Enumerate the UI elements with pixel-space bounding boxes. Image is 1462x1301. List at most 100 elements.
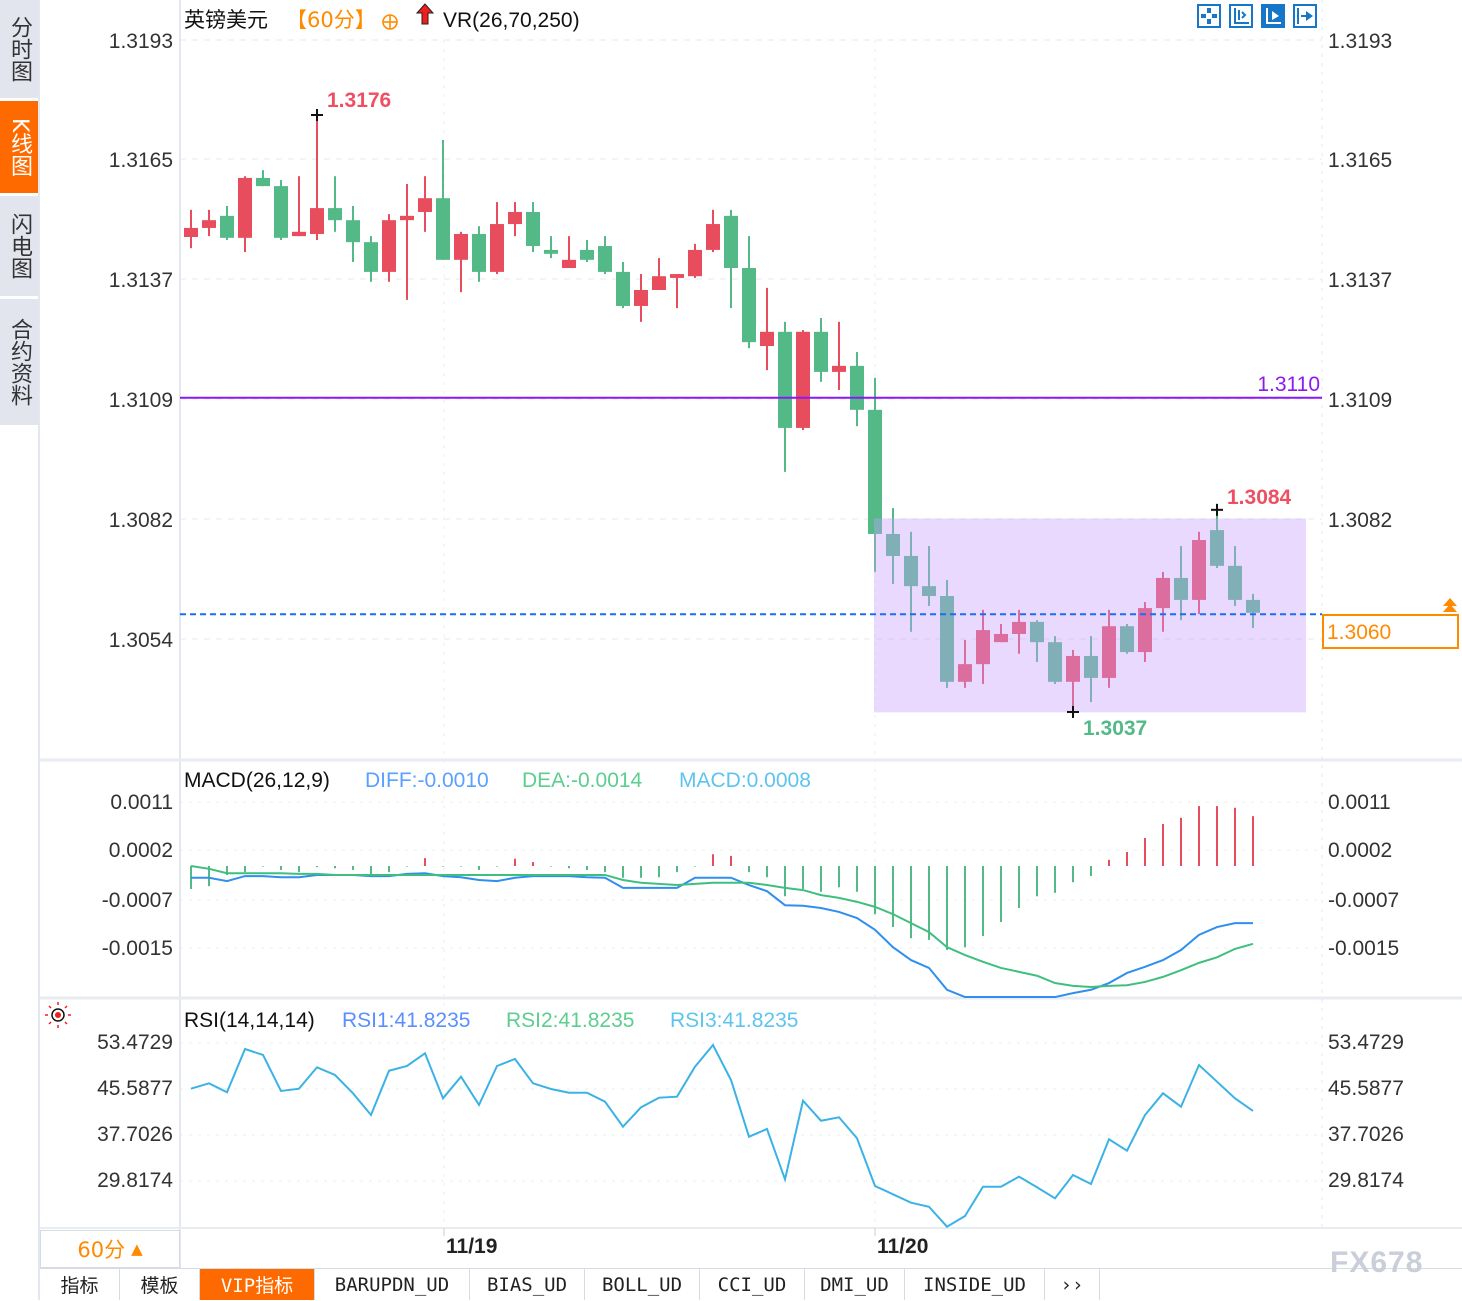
candle-body	[1084, 655, 1098, 678]
macd-y-tick: -0.0007	[102, 889, 173, 912]
rsi-line	[190, 1043, 1254, 1228]
candle-body	[868, 409, 882, 534]
candle-body	[418, 198, 432, 212]
candle-body	[778, 331, 792, 428]
axis-range-icon[interactable]	[1229, 4, 1253, 28]
candle-body	[760, 331, 774, 347]
sidebar-item-contract-info[interactable]: 合约资料	[0, 299, 38, 425]
tab-vip-indicators[interactable]: VIP指标	[200, 1269, 315, 1300]
tab-cci[interactable]: CCI_UD	[700, 1269, 805, 1300]
axis-play-icon[interactable]	[1261, 4, 1285, 28]
tab-bias[interactable]: BIAS_UD	[470, 1269, 585, 1300]
rsi3-legend: RSI3:41.8235	[670, 1009, 798, 1032]
candle-body	[1048, 642, 1062, 682]
candle-body	[562, 259, 576, 269]
candle-body	[958, 664, 972, 682]
macd-dea-line	[190, 865, 1254, 988]
candle-body	[454, 233, 468, 260]
macd-y-tick-right: 0.0011	[1328, 791, 1391, 814]
candle-body	[634, 290, 648, 306]
rsi-title: RSI(14,14,14)	[184, 1009, 315, 1032]
candle-body	[1138, 608, 1152, 653]
double-up-arrow-icon[interactable]	[1443, 598, 1457, 612]
symbol-title: 英镑美元	[184, 8, 268, 32]
candle-body	[400, 215, 414, 221]
period-label[interactable]: 【60分】	[286, 8, 376, 32]
candlestick-series	[184, 115, 1260, 712]
rsi-y-tick-right: 29.8174	[1328, 1169, 1404, 1192]
candle-body	[904, 555, 918, 587]
candle-body	[1228, 565, 1242, 600]
candle-body	[256, 177, 270, 187]
candle-body	[670, 274, 684, 278]
candle-body	[1102, 626, 1116, 678]
indicator-tab-bar: 指标 模板 VIP指标 BARUPDN_UD BIAS_UD BOLL_UD C…	[40, 1268, 1462, 1301]
candle-body	[814, 331, 828, 372]
macd-dea-legend: DEA:-0.0014	[522, 769, 643, 792]
candle-body	[1120, 626, 1134, 653]
rsi-y-tick-right: 53.4729	[1328, 1031, 1404, 1054]
candle-body	[706, 224, 720, 250]
candle-body	[1066, 655, 1080, 682]
candle-body	[580, 249, 594, 260]
macd-y-tick: 0.0011	[110, 791, 173, 814]
alarm-light-icon[interactable]	[45, 1002, 71, 1028]
tab-barupdn[interactable]: BARUPDN_UD	[315, 1269, 470, 1300]
candle-body	[976, 630, 990, 665]
candle-body	[832, 365, 846, 372]
move-right-icon[interactable]	[1293, 4, 1317, 28]
candle-body	[1030, 621, 1044, 643]
candle-body	[598, 246, 612, 272]
vr-indicator-label: VR(26,70,250)	[443, 9, 580, 32]
macd-y-tick-right: -0.0007	[1328, 889, 1399, 912]
candle-body	[310, 208, 324, 234]
candle-body	[274, 186, 288, 238]
macd-series	[190, 806, 1254, 998]
sidebar-item-kline[interactable]: K线图	[0, 101, 38, 193]
rsi-y-tick: 45.5877	[97, 1077, 173, 1100]
candle-body	[526, 211, 540, 247]
view-sidebar: 分时图 K线图 闪电图 合约资料	[0, 0, 39, 1300]
rsi-y-tick: 53.4729	[97, 1031, 173, 1054]
crosshair-icon[interactable]	[1197, 4, 1221, 28]
candle-body	[994, 633, 1008, 643]
candle-body	[220, 215, 234, 238]
tab-inside[interactable]: INSIDE_UD	[905, 1269, 1045, 1300]
horizontal-line-label: 1.3110	[1257, 373, 1320, 396]
red-up-arrow-icon	[415, 3, 435, 25]
watermark-logo: FX678	[1330, 1246, 1424, 1279]
y-tick-label-right: 1.3193	[1328, 30, 1392, 53]
y-tick-label: 1.3165	[109, 149, 173, 172]
tab-more[interactable]: ››	[1045, 1269, 1100, 1300]
sidebar-item-flash[interactable]: 闪电图	[0, 196, 38, 296]
rsi-y-tick-right: 37.7026	[1328, 1123, 1404, 1146]
macd-diff-legend: DIFF:-0.0010	[365, 769, 489, 792]
y-tick-label: 1.3109	[109, 389, 173, 412]
triangle-up-icon: ▲	[131, 1240, 143, 1258]
tab-boll[interactable]: BOLL_UD	[585, 1269, 700, 1300]
y-tick-label: 1.3082	[109, 509, 173, 532]
last-price-label: 1.3060	[1327, 621, 1391, 644]
rsi2-legend: RSI2:41.8235	[506, 1009, 634, 1032]
tab-templates[interactable]: 模板	[120, 1269, 200, 1300]
price-overlays	[180, 109, 1322, 718]
tab-indicators[interactable]: 指标	[40, 1269, 120, 1300]
macd-title: MACD(26,12,9)	[184, 769, 330, 792]
candle-body	[202, 220, 216, 228]
y-tick-label-right: 1.3082	[1328, 509, 1392, 532]
candle-body	[940, 596, 954, 682]
candle-body	[1174, 577, 1188, 600]
candle-body	[472, 233, 486, 272]
macd-y-tick: -0.0015	[102, 937, 173, 960]
candle-body	[652, 276, 666, 290]
tab-dmi[interactable]: DMI_UD	[805, 1269, 905, 1300]
candle-body	[1012, 621, 1026, 634]
candle-body	[184, 227, 198, 237]
sidebar-item-timeshare[interactable]: 分时图	[0, 0, 38, 98]
candle-body	[616, 271, 630, 306]
period-selector[interactable]: 60分 ▲	[40, 1230, 180, 1268]
candle-body	[688, 249, 702, 277]
circle-plus-icon[interactable]	[382, 14, 398, 30]
candle-body	[364, 242, 378, 272]
